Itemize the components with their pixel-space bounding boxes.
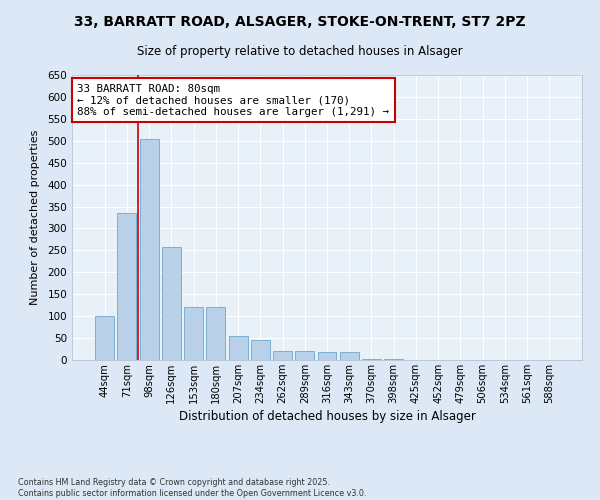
Bar: [229, 336, 248, 360]
Bar: [317, 352, 337, 360]
Text: 33, BARRATT ROAD, ALSAGER, STOKE-ON-TRENT, ST7 2PZ: 33, BARRATT ROAD, ALSAGER, STOKE-ON-TREN…: [74, 15, 526, 29]
Bar: [251, 340, 270, 360]
Text: 33 BARRATT ROAD: 80sqm
← 12% of detached houses are smaller (170)
88% of semi-de: 33 BARRATT ROAD: 80sqm ← 12% of detached…: [77, 84, 389, 116]
Bar: [95, 316, 114, 360]
Bar: [140, 138, 158, 360]
Bar: [118, 213, 136, 360]
Text: Size of property relative to detached houses in Alsager: Size of property relative to detached ho…: [137, 45, 463, 58]
Bar: [384, 359, 403, 360]
Bar: [162, 247, 181, 360]
Bar: [184, 308, 203, 360]
Bar: [340, 352, 359, 360]
Bar: [295, 351, 314, 360]
Y-axis label: Number of detached properties: Number of detached properties: [31, 130, 40, 305]
Bar: [206, 308, 225, 360]
Bar: [362, 358, 381, 360]
X-axis label: Distribution of detached houses by size in Alsager: Distribution of detached houses by size …: [179, 410, 475, 423]
Bar: [273, 351, 292, 360]
Text: Contains HM Land Registry data © Crown copyright and database right 2025.
Contai: Contains HM Land Registry data © Crown c…: [18, 478, 367, 498]
